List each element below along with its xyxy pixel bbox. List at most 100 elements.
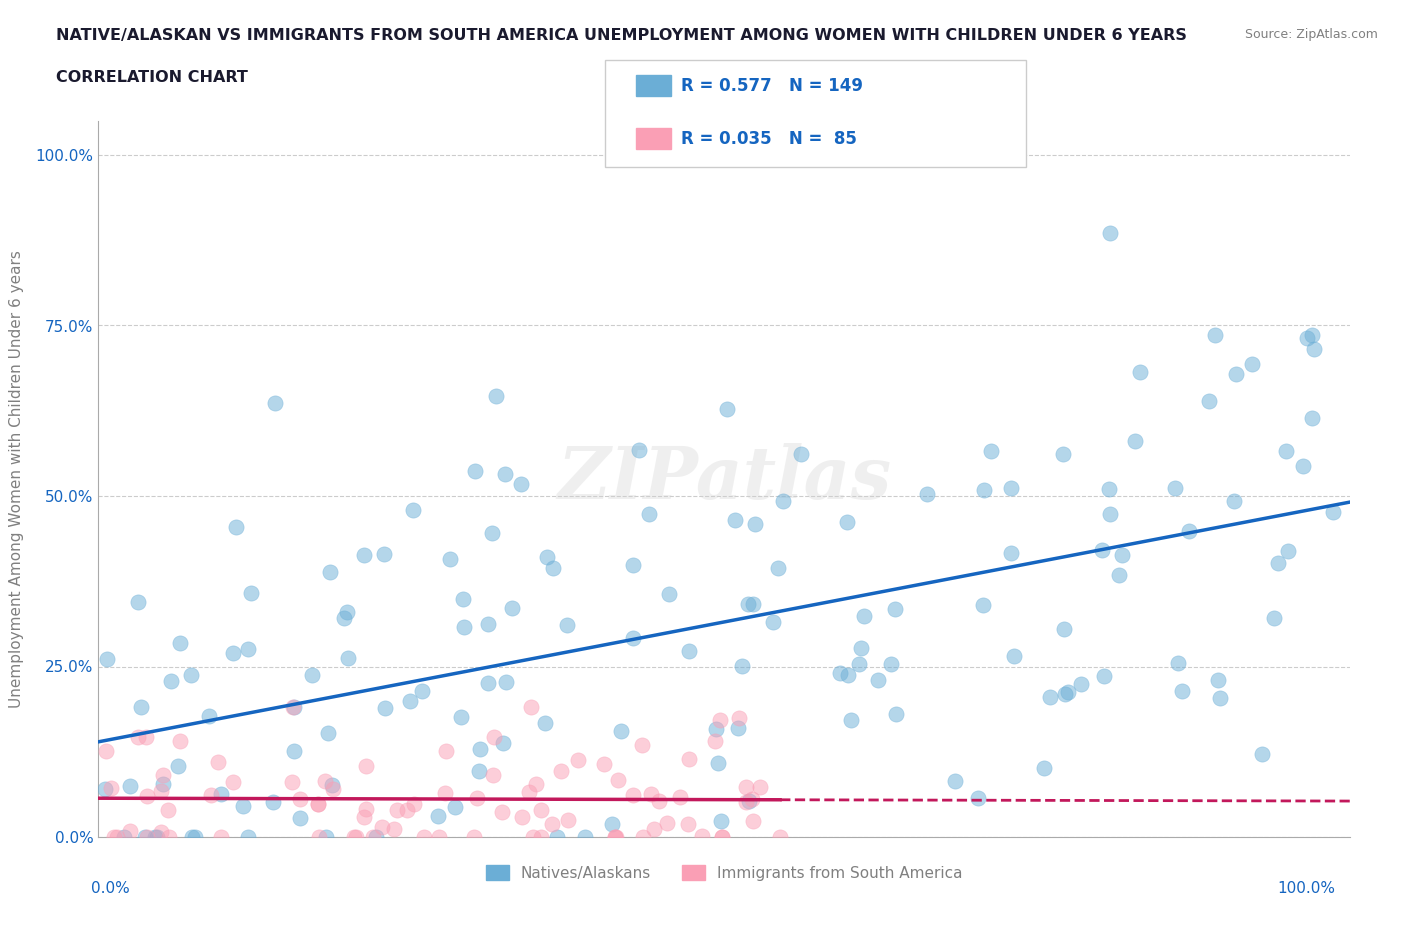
Point — [848, 657, 870, 671]
Point — [593, 756, 616, 771]
Point — [692, 829, 714, 844]
Point — [468, 764, 491, 778]
Point — [853, 608, 876, 623]
Point — [606, 773, 628, 788]
Point — [1250, 747, 1272, 762]
Point — [880, 657, 903, 671]
Point — [207, 754, 229, 769]
Point — [222, 775, 245, 790]
Point — [484, 730, 506, 745]
Point — [1002, 648, 1025, 663]
Point — [1209, 690, 1232, 705]
Point — [485, 389, 508, 404]
Point — [150, 783, 173, 798]
Point — [209, 830, 232, 844]
Point — [738, 793, 761, 808]
Point — [402, 797, 425, 812]
Point — [444, 800, 467, 815]
Point — [1098, 507, 1121, 522]
Point — [1098, 482, 1121, 497]
Point — [1277, 544, 1299, 559]
Point — [790, 447, 813, 462]
Point — [851, 641, 873, 656]
Point — [1052, 447, 1074, 462]
Point — [609, 724, 631, 738]
Point — [917, 486, 939, 501]
Point — [1267, 556, 1289, 571]
Point — [640, 787, 662, 802]
Point — [495, 675, 517, 690]
Point — [307, 797, 329, 812]
Point — [1198, 393, 1220, 408]
Point — [136, 788, 159, 803]
Point — [980, 443, 1002, 458]
Point — [105, 830, 128, 844]
Point — [769, 830, 792, 844]
Point — [540, 817, 562, 831]
Point — [522, 830, 544, 844]
Point — [136, 830, 159, 844]
Point — [605, 830, 627, 844]
Point — [707, 755, 730, 770]
Text: CORRELATION CHART: CORRELATION CHART — [56, 70, 247, 85]
Point — [120, 778, 142, 793]
Point — [1263, 611, 1285, 626]
Point — [236, 642, 259, 657]
Point — [103, 830, 125, 844]
Point — [621, 788, 644, 803]
Point — [262, 795, 284, 810]
Point — [1292, 458, 1315, 473]
Point — [627, 443, 650, 458]
Point — [464, 464, 486, 479]
Point — [741, 814, 763, 829]
Point — [943, 774, 966, 789]
Point — [337, 651, 360, 666]
Point — [314, 774, 336, 789]
Point — [238, 830, 260, 844]
Point — [356, 802, 378, 817]
Point — [1171, 684, 1194, 698]
Point — [316, 725, 339, 740]
Point — [728, 711, 751, 725]
Point — [1322, 505, 1344, 520]
Point — [373, 547, 395, 562]
Point — [1091, 542, 1114, 557]
Point — [167, 758, 190, 773]
Point — [465, 790, 488, 805]
Point — [1275, 444, 1298, 458]
Point — [1125, 433, 1147, 448]
Point — [301, 668, 323, 683]
Point — [1098, 226, 1121, 241]
Point — [1204, 327, 1226, 342]
Point — [741, 791, 763, 806]
Point — [623, 631, 645, 645]
Point — [353, 548, 375, 563]
Point — [288, 810, 311, 825]
Point — [741, 597, 763, 612]
Point — [290, 791, 312, 806]
Point — [366, 830, 388, 844]
Point — [118, 823, 141, 838]
Point — [555, 618, 578, 632]
Point — [605, 830, 627, 844]
Point — [762, 615, 785, 630]
Point — [354, 758, 377, 773]
Point — [1240, 356, 1263, 371]
Point — [676, 817, 699, 831]
Y-axis label: Unemployment Among Women with Children Under 6 years: Unemployment Among Women with Children U… — [10, 250, 24, 708]
Point — [1303, 341, 1326, 356]
Point — [343, 830, 366, 844]
Point — [669, 790, 692, 804]
Text: R = 0.577   N = 149: R = 0.577 N = 149 — [681, 76, 862, 95]
Point — [477, 617, 499, 631]
Point — [509, 476, 531, 491]
Point — [131, 699, 153, 714]
Point — [263, 396, 285, 411]
Point — [481, 525, 503, 540]
Point — [315, 830, 337, 844]
Point — [727, 720, 749, 735]
Point — [536, 550, 558, 565]
Point — [281, 699, 304, 714]
Point — [283, 699, 305, 714]
Point — [1111, 548, 1133, 563]
